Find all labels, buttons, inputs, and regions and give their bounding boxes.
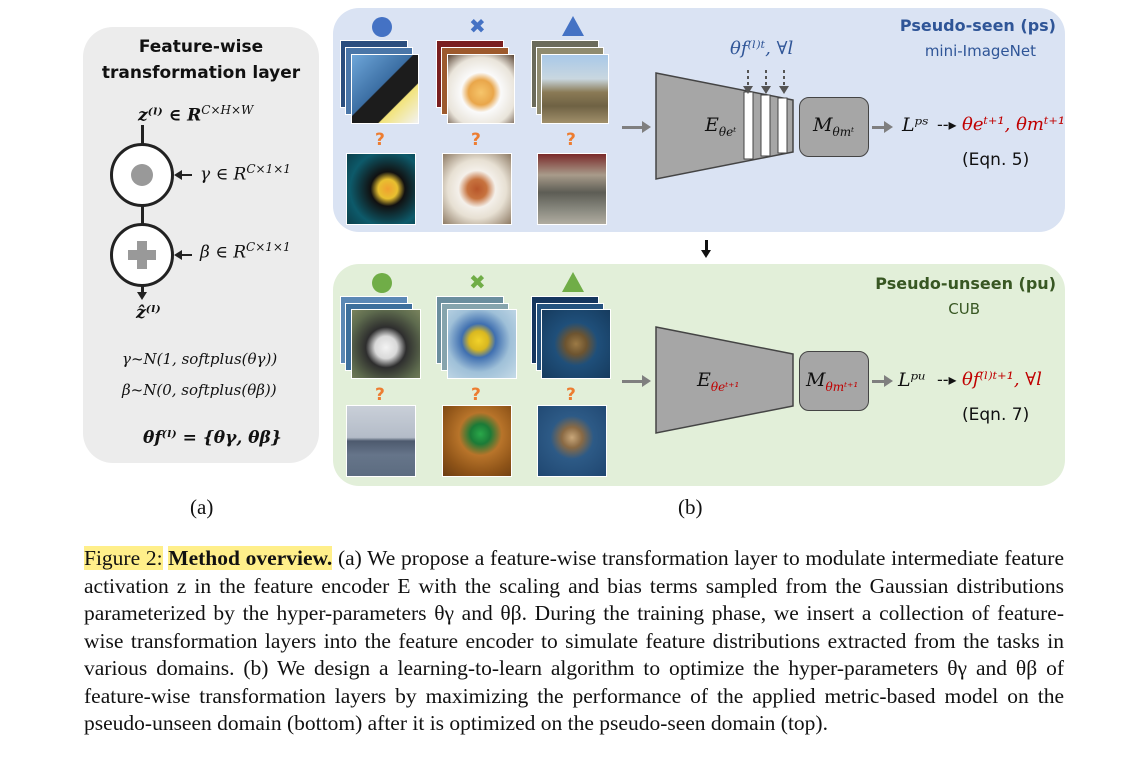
- pseudo-unseen-title: Pseudo-unseen (pu): [875, 274, 1056, 293]
- query-mark: ?: [375, 130, 385, 150]
- query-mark: ?: [566, 385, 576, 405]
- panel-a-title: Feature-wise transformation layer: [83, 34, 319, 86]
- caption-bold-title: Method overview.: [168, 546, 333, 570]
- pseudo-seen-subtitle: mini-ImageNet: [924, 42, 1036, 60]
- theta-f-arrows: [743, 70, 789, 94]
- panel-b-label: (b): [678, 495, 703, 519]
- beta-arrow-head: [174, 250, 182, 260]
- input-arrow-line: [622, 126, 644, 129]
- grebe-query-image: [537, 405, 607, 477]
- panel-a-title-line2: transformation layer: [101, 63, 301, 83]
- jay-support-image: [447, 309, 517, 379]
- encoder-pu: [655, 326, 794, 434]
- metric-pu-label: Mθmᵗ⁺¹: [806, 369, 858, 394]
- encoder-ps-label: Eθeᵗ: [705, 114, 736, 139]
- flow-arrow-down: [137, 292, 147, 300]
- input-arrow-head: [642, 375, 651, 387]
- query-mark: ?: [375, 385, 385, 405]
- metric-ps-symbol: M: [813, 114, 833, 136]
- gamma-sup: C×1×1: [246, 162, 291, 176]
- scale-dot-icon: [131, 164, 153, 186]
- loss-ps-arrow: --▸: [937, 115, 957, 134]
- theta-definition: θf⁽ˡ⁾ = {θγ, θβ}: [143, 428, 282, 448]
- cross-class-icon: ✖: [469, 14, 486, 38]
- panel-a-label: (a): [190, 495, 214, 519]
- panel-a-title-line1: Feature-wise: [138, 37, 264, 57]
- tank-support-image: [541, 54, 609, 124]
- gamma-label: γ ∈ RC×1×1: [200, 162, 291, 185]
- plus-icon: [128, 241, 156, 269]
- query-mark: ?: [471, 130, 481, 150]
- metric-pu-arrow-head: [884, 375, 893, 387]
- query-mark: ?: [471, 385, 481, 405]
- input-arrow-line: [622, 380, 644, 383]
- query-mark: ?: [566, 130, 576, 150]
- beta-distribution: β~N(0, softplus(θβ)): [122, 381, 277, 399]
- triangle-class-icon: [562, 272, 584, 292]
- encoder-ps-symbol: E: [705, 114, 719, 136]
- metric-pu-subscript: θmᵗ⁺¹: [825, 379, 859, 394]
- metric-ps-label: Mθmᵗ: [813, 114, 854, 139]
- loss-ps-label: Lᵖˢ: [902, 114, 929, 136]
- encoder-pu-symbol: E: [697, 369, 711, 391]
- figure-label: Figure 2:: [84, 546, 163, 570]
- loss-pu-label: Lᵖᵘ: [898, 369, 926, 391]
- metric-ps-arrow-line: [872, 126, 886, 129]
- z-input-text: z⁽ˡ⁾ ∈ R: [138, 105, 202, 126]
- beta-label: β ∈ RC×1×1: [200, 240, 291, 263]
- beta-arrow-line: [178, 254, 192, 256]
- metric-box-pu: [799, 351, 869, 411]
- encoder-ps: [655, 72, 794, 180]
- flow-line-top: [141, 125, 144, 145]
- encoder-ps-subscript: θeᵗ: [718, 124, 737, 139]
- metric-ps-subscript: θmᵗ: [832, 124, 855, 139]
- toucan-query-image: [346, 153, 416, 225]
- z-input-sup: C×H×W: [201, 103, 254, 117]
- z-output-label: ẑ⁽ˡ⁾: [136, 303, 161, 323]
- figure-caption: Figure 2: Method overview. (a) We propos…: [84, 545, 1064, 738]
- update-pu-label: θf⁽ˡ⁾ᵗ⁺¹, ∀l: [962, 369, 1042, 390]
- eqn-7-label: (Eqn. 7): [962, 405, 1030, 425]
- theta-f-label: θf⁽ˡ⁾ᵗ, ∀l: [730, 38, 794, 59]
- z-input-label: z⁽ˡ⁾ ∈ RC×H×W: [138, 103, 253, 126]
- tank-query-image: [537, 153, 607, 225]
- flow-line-mid: [141, 205, 144, 225]
- eqn-5-label: (Eqn. 5): [962, 150, 1030, 170]
- grebe-support-image: [541, 309, 611, 379]
- cross-class-icon: ✖: [469, 270, 486, 294]
- metric-ps-arrow-head: [884, 121, 893, 133]
- gamma-arrow-line: [178, 174, 192, 176]
- triangle-class-icon: [562, 16, 584, 36]
- jay-query-image: [442, 405, 512, 477]
- gamma-text: γ ∈ R: [200, 164, 247, 185]
- panel-transition-arrow: [701, 250, 711, 258]
- metric-box-ps: [799, 97, 869, 157]
- beta-sup: C×1×1: [246, 240, 291, 254]
- flow-line-bottom: [141, 285, 144, 295]
- loss-pu-arrow: --▸: [937, 370, 957, 389]
- pseudo-unseen-subtitle: CUB: [948, 300, 980, 318]
- panel-transition-line: [705, 240, 708, 252]
- soup-query-image: [442, 153, 512, 225]
- metric-pu-arrow-line: [872, 380, 886, 383]
- gamma-arrow-head: [174, 170, 182, 180]
- metric-pu-symbol: M: [806, 369, 826, 391]
- circle-class-icon: [372, 17, 392, 37]
- encoder-pu-label: Eθeᵗ⁺¹: [697, 369, 739, 394]
- circle-class-icon: [372, 273, 392, 293]
- gamma-distribution: γ~N(1, softplus(θγ)): [122, 350, 278, 368]
- dish-support-image: [447, 54, 515, 124]
- pseudo-seen-title: Pseudo-seen (ps): [899, 16, 1056, 35]
- update-ps-label: θeᵗ⁺¹, θmᵗ⁺¹: [962, 114, 1066, 135]
- encoder-pu-subscript: θeᵗ⁺¹: [710, 379, 740, 394]
- caption-body: (a) We propose a feature-wise transforma…: [84, 546, 1064, 735]
- beta-text: β ∈ R: [200, 242, 247, 263]
- albatross-query-image: [346, 405, 416, 477]
- albatross-support-image: [351, 309, 421, 379]
- input-arrow-head: [642, 121, 651, 133]
- toucan-support-image: [351, 54, 419, 124]
